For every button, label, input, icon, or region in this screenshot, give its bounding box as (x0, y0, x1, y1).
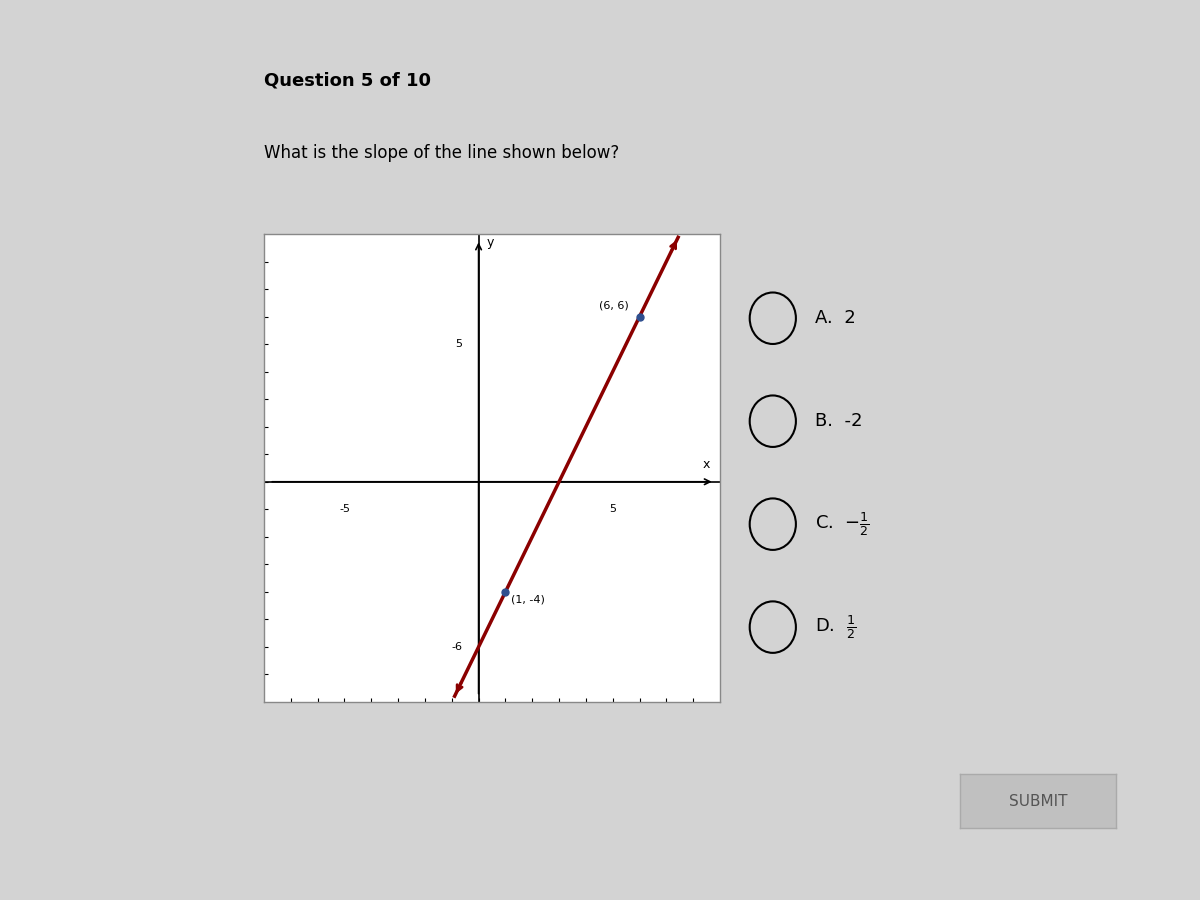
Text: C.  $-\frac{1}{2}$: C. $-\frac{1}{2}$ (815, 510, 870, 538)
Text: -5: -5 (338, 504, 350, 514)
Text: What is the slope of the line shown below?: What is the slope of the line shown belo… (264, 144, 619, 162)
Text: y: y (487, 236, 494, 248)
Text: D.  $\frac{1}{2}$: D. $\frac{1}{2}$ (815, 613, 856, 641)
Text: 5: 5 (610, 504, 617, 514)
Text: Question 5 of 10: Question 5 of 10 (264, 72, 431, 90)
Text: (1, -4): (1, -4) (511, 595, 545, 605)
Text: A.  2: A. 2 (815, 310, 856, 328)
Text: 5: 5 (456, 339, 462, 349)
Text: (6, 6): (6, 6) (599, 301, 629, 310)
Text: SUBMIT: SUBMIT (1009, 794, 1067, 808)
Text: x: x (703, 458, 710, 471)
Text: B.  -2: B. -2 (815, 412, 863, 430)
Text: -6: -6 (451, 642, 462, 652)
